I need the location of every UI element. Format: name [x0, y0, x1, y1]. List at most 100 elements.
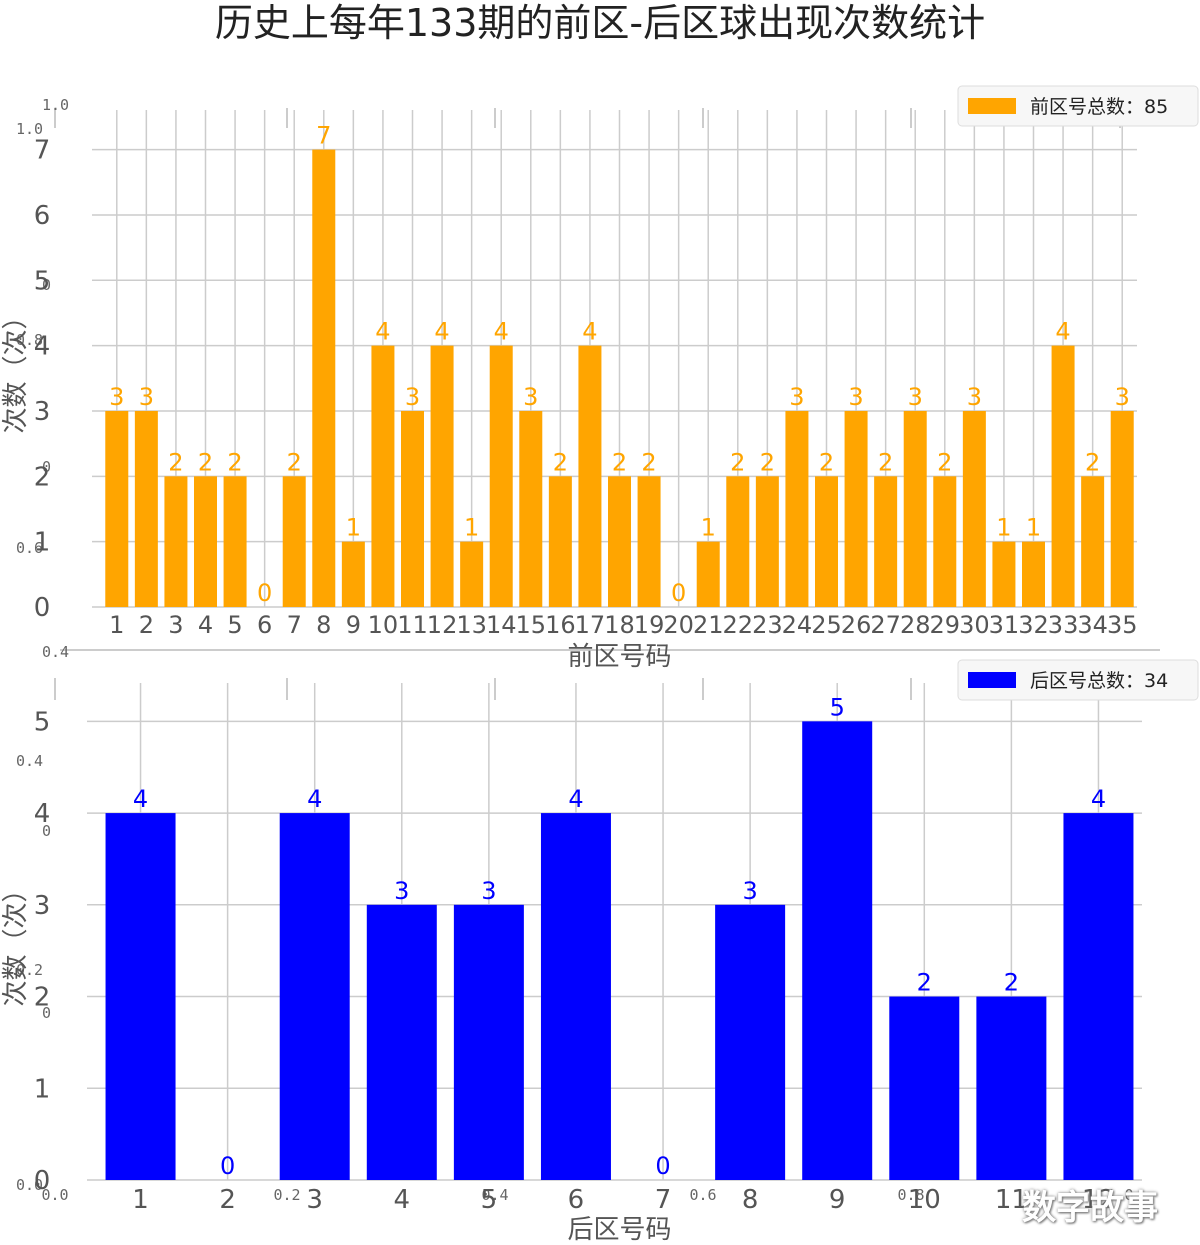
bar — [341, 541, 365, 607]
front-zone-chart: 0123456731322324250627781941031141211341… — [1, 85, 1199, 672]
bar-value-label: 3 — [848, 383, 863, 411]
bar-value-label: 0 — [220, 1152, 235, 1180]
x-tick-label: 13 — [456, 611, 487, 639]
ghost-y-tick-label: 1.0 — [16, 120, 43, 138]
bar-value-label: 2 — [612, 448, 627, 476]
x-tick-label: 26 — [841, 611, 872, 639]
ghost-x-tick-label: 0.4 — [481, 1186, 508, 1204]
bar — [134, 410, 158, 607]
ghost-x-tick-label: 0.2 — [273, 1186, 300, 1204]
bar-value-label: 2 — [287, 448, 302, 476]
x-tick-label: 33 — [1048, 611, 1079, 639]
x-tick-label: 18 — [604, 611, 635, 639]
ghost-y-tick-label: 0 — [42, 458, 51, 476]
bar-value-label: 4 — [582, 318, 597, 346]
bar — [755, 476, 779, 607]
legend-label: 后区号总数：34 — [1030, 670, 1168, 692]
bar-value-label: 4 — [434, 318, 449, 346]
x-tick-label: 4 — [394, 1185, 411, 1215]
legend-swatch — [968, 98, 1016, 114]
bar-value-label: 4 — [1055, 318, 1070, 346]
x-tick-label: 8 — [742, 1185, 759, 1215]
x-tick-label: 15 — [516, 611, 547, 639]
x-tick-label: 20 — [663, 611, 694, 639]
x-tick-label: 32 — [1018, 611, 1049, 639]
bar — [1110, 410, 1134, 607]
bar — [933, 476, 957, 607]
ghost-y-tick-label: 0 — [42, 276, 51, 294]
bar — [540, 813, 611, 1180]
bar — [1081, 476, 1105, 607]
y-tick-label: 7 — [34, 136, 51, 166]
bar — [1022, 541, 1045, 607]
bar-value-label: 2 — [760, 448, 775, 476]
bar — [223, 476, 247, 607]
x-tick-label: 1 — [132, 1185, 149, 1215]
x-tick-label: 21 — [693, 611, 724, 639]
bar-value-label: 2 — [819, 448, 834, 476]
bar — [726, 476, 750, 607]
bar — [578, 345, 602, 607]
ghost-x-tick-label: 1.0 — [1106, 1186, 1133, 1204]
bar — [489, 345, 513, 607]
bar-value-label: 5 — [830, 693, 845, 721]
bar-value-label: 2 — [198, 448, 213, 476]
y-tick-label: 5 — [34, 266, 51, 296]
bar-value-label: 4 — [307, 785, 322, 813]
bar — [164, 476, 188, 607]
bar — [962, 410, 986, 607]
bar-value-label: 4 — [568, 785, 583, 813]
bar-value-label: 3 — [481, 877, 496, 905]
y-tick-label: 3 — [34, 891, 51, 921]
x-axis-label: 后区号码 — [567, 1215, 671, 1245]
bar — [874, 476, 898, 607]
x-tick-label: 9 — [346, 611, 361, 639]
bar-value-label: 1 — [701, 514, 716, 542]
x-tick-label: 30 — [959, 611, 990, 639]
bar-value-label: 2 — [1004, 969, 1019, 997]
bar-value-label: 0 — [257, 579, 272, 607]
ghost-y-tick-label: 0.0 — [16, 1176, 43, 1194]
bar-value-label: 2 — [730, 448, 745, 476]
bar-value-label: 3 — [742, 877, 757, 905]
x-tick-label: 28 — [900, 611, 931, 639]
x-tick-label: 23 — [752, 611, 783, 639]
ghost-y-tick-label: 0.2 — [16, 961, 43, 979]
bar — [366, 904, 437, 1180]
x-tick-label: 14 — [486, 611, 517, 639]
y-axis-label: 次数（次） — [1, 876, 31, 1006]
bar — [844, 410, 868, 607]
x-tick-label: 1 — [109, 611, 124, 639]
bar-value-label: 2 — [1085, 448, 1100, 476]
y-tick-label: 0 — [34, 1166, 51, 1196]
bar — [889, 996, 960, 1180]
page-title: 历史上每年133期的前区-后区球出现次数统计 — [214, 1, 986, 45]
x-tick-label: 7 — [655, 1185, 672, 1215]
x-tick-label: 19 — [634, 611, 665, 639]
x-tick-label: 11 — [995, 1185, 1028, 1215]
bar — [279, 813, 350, 1180]
back-zone-chart: 012345410243343546073859210211412后区号码次数（… — [1, 659, 1199, 1245]
x-tick-label: 10 — [908, 1185, 941, 1215]
bar — [548, 476, 572, 607]
x-tick-label: 12 — [427, 611, 458, 639]
x-tick-label: 29 — [930, 611, 961, 639]
bar-value-label: 2 — [937, 448, 952, 476]
y-tick-label: 0 — [34, 593, 51, 623]
x-tick-label: 2 — [219, 1185, 236, 1215]
bar-value-label: 3 — [789, 383, 804, 411]
bar — [312, 149, 336, 608]
x-tick-label: 27 — [870, 611, 901, 639]
bar-value-label: 2 — [227, 448, 242, 476]
bar-value-label: 2 — [553, 448, 568, 476]
bar — [401, 410, 424, 607]
x-tick-label: 3 — [168, 611, 183, 639]
bar — [430, 345, 454, 607]
x-tick-label: 31 — [989, 611, 1020, 639]
legend-box — [957, 85, 1199, 127]
x-tick-label: 9 — [829, 1185, 846, 1215]
bar — [519, 410, 543, 607]
bar — [785, 410, 809, 607]
bar — [992, 541, 1016, 607]
bar — [608, 476, 631, 607]
